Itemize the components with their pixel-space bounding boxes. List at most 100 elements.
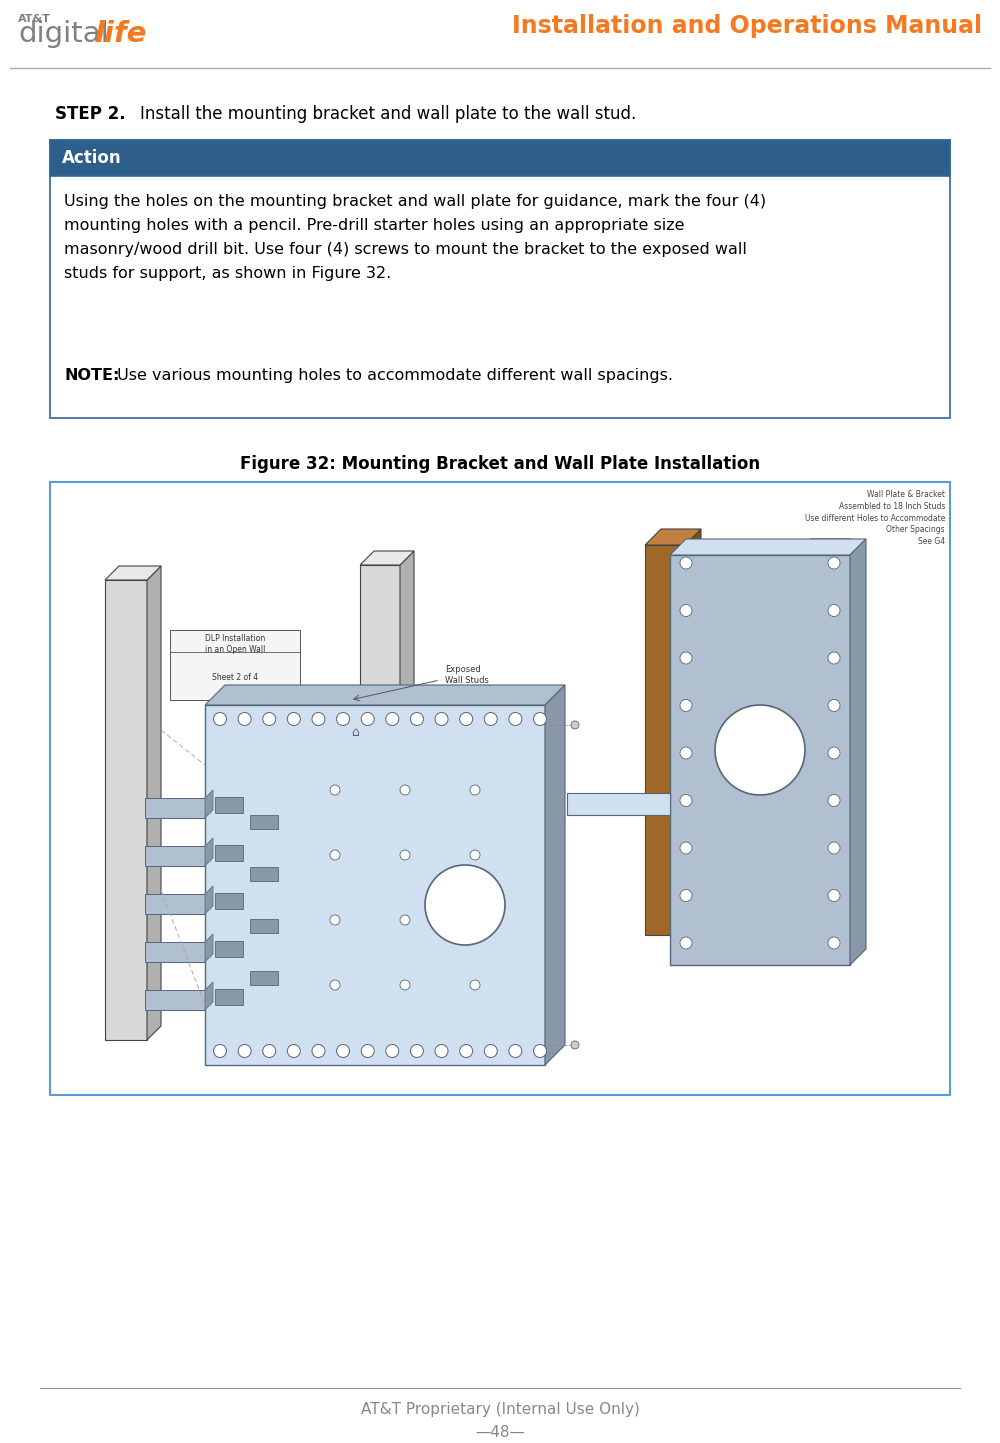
Polygon shape: [145, 895, 205, 913]
Circle shape: [312, 1045, 325, 1058]
Polygon shape: [145, 942, 205, 962]
Polygon shape: [145, 990, 205, 1010]
Circle shape: [214, 1045, 227, 1058]
Polygon shape: [645, 530, 701, 545]
Circle shape: [828, 605, 840, 616]
Circle shape: [680, 843, 692, 854]
Circle shape: [470, 785, 480, 795]
Circle shape: [484, 1045, 497, 1058]
Circle shape: [312, 713, 325, 726]
Circle shape: [410, 713, 423, 726]
Circle shape: [828, 747, 840, 759]
Bar: [50, 482, 950, 1095]
Circle shape: [470, 850, 480, 860]
Polygon shape: [205, 886, 213, 913]
Text: Using the holes on the mounting bracket and wall plate for guidance, mark the fo: Using the holes on the mounting bracket …: [64, 193, 766, 281]
Text: life: life: [94, 20, 146, 48]
Text: AT&T Proprietary (Internal Use Only): AT&T Proprietary (Internal Use Only): [361, 1403, 639, 1417]
Circle shape: [680, 889, 692, 902]
Circle shape: [263, 713, 276, 726]
Text: Sheet 2 of 4: Sheet 2 of 4: [212, 674, 258, 683]
Circle shape: [828, 557, 840, 569]
Circle shape: [400, 980, 410, 990]
Text: Wall Plate & Bracket
Assembled to 18 Inch Studs
Use different Holes to Accommoda: Wall Plate & Bracket Assembled to 18 Inc…: [805, 491, 945, 547]
Text: Installation and Operations Manual: Installation and Operations Manual: [512, 14, 982, 38]
Polygon shape: [850, 540, 866, 965]
Polygon shape: [685, 530, 701, 935]
Polygon shape: [145, 846, 205, 866]
Circle shape: [400, 915, 410, 925]
Circle shape: [337, 713, 350, 726]
Bar: [215, 797, 243, 812]
Polygon shape: [205, 706, 545, 1065]
Text: AT&T: AT&T: [18, 14, 51, 25]
Circle shape: [470, 915, 480, 925]
Circle shape: [680, 605, 692, 616]
Bar: [250, 815, 278, 828]
Circle shape: [828, 843, 840, 854]
Bar: [170, 631, 300, 700]
Circle shape: [330, 915, 340, 925]
Bar: [250, 919, 278, 934]
Circle shape: [680, 795, 692, 807]
Text: DLP Installation
in an Open Wall: DLP Installation in an Open Wall: [205, 635, 265, 654]
Polygon shape: [670, 540, 866, 556]
Circle shape: [410, 1045, 423, 1058]
Circle shape: [680, 652, 692, 664]
Polygon shape: [835, 540, 851, 949]
Polygon shape: [147, 566, 161, 1040]
Circle shape: [337, 1045, 350, 1058]
Circle shape: [386, 1045, 399, 1058]
Text: Install the mounting bracket and wall plate to the wall stud.: Install the mounting bracket and wall pl…: [140, 105, 636, 123]
Circle shape: [534, 1045, 547, 1058]
Circle shape: [680, 700, 692, 711]
Polygon shape: [105, 566, 161, 580]
Circle shape: [470, 980, 480, 990]
Circle shape: [680, 937, 692, 949]
Polygon shape: [205, 838, 213, 866]
Circle shape: [828, 889, 840, 902]
Circle shape: [361, 1045, 374, 1058]
Bar: [50, 140, 950, 176]
Bar: [215, 988, 243, 1004]
Polygon shape: [645, 545, 685, 935]
Polygon shape: [795, 540, 851, 556]
Circle shape: [238, 1045, 251, 1058]
Circle shape: [828, 652, 840, 664]
Circle shape: [828, 700, 840, 711]
Bar: [215, 941, 243, 957]
Polygon shape: [205, 789, 213, 818]
Bar: [250, 971, 278, 986]
Polygon shape: [360, 566, 400, 895]
Text: Exposed
Wall Studs: Exposed Wall Studs: [445, 665, 489, 684]
Circle shape: [828, 795, 840, 807]
Bar: [50, 140, 950, 418]
Circle shape: [238, 713, 251, 726]
Circle shape: [680, 557, 692, 569]
Polygon shape: [145, 798, 205, 818]
Polygon shape: [545, 685, 565, 1065]
Text: —48—: —48—: [475, 1426, 525, 1440]
Polygon shape: [670, 556, 850, 965]
Circle shape: [571, 722, 579, 729]
Circle shape: [571, 1040, 579, 1049]
Polygon shape: [205, 983, 213, 1010]
Circle shape: [425, 864, 505, 945]
Polygon shape: [105, 580, 147, 1040]
Circle shape: [400, 785, 410, 795]
Circle shape: [435, 1045, 448, 1058]
Circle shape: [828, 937, 840, 949]
Circle shape: [460, 713, 473, 726]
Circle shape: [263, 1045, 276, 1058]
Text: Figure 32: Mounting Bracket and Wall Plate Installation: Figure 32: Mounting Bracket and Wall Pla…: [240, 455, 760, 473]
Circle shape: [715, 706, 805, 795]
Circle shape: [330, 850, 340, 860]
Polygon shape: [360, 551, 414, 566]
Bar: [250, 867, 278, 882]
Circle shape: [330, 785, 340, 795]
Circle shape: [287, 1045, 300, 1058]
Polygon shape: [205, 685, 565, 706]
Polygon shape: [795, 556, 835, 949]
Polygon shape: [567, 794, 670, 815]
Circle shape: [400, 850, 410, 860]
